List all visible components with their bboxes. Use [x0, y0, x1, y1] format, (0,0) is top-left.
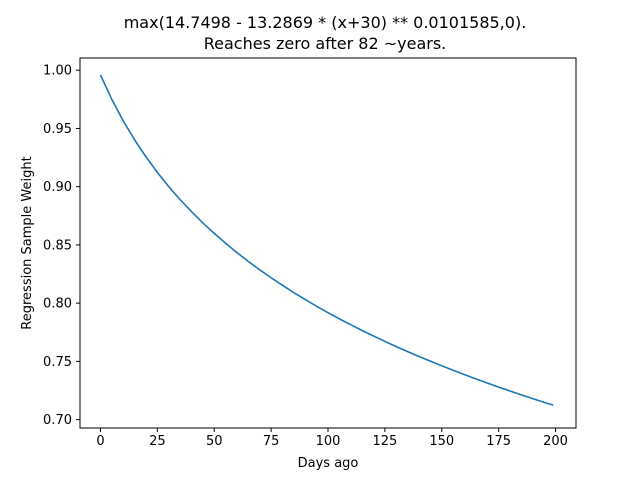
series-line — [99, 74, 554, 406]
series-layer — [99, 74, 554, 406]
x-tick-label: 150 — [429, 434, 454, 449]
y-tick-label: 0.80 — [43, 297, 72, 312]
x-tick-label: 200 — [543, 434, 568, 449]
y-tick-label: 0.70 — [43, 413, 72, 428]
y-tick-label: 0.90 — [43, 180, 72, 195]
x-tick-label: 0 — [96, 434, 104, 449]
y-tick-label: 0.95 — [43, 122, 72, 137]
y-tick-label: 1.00 — [43, 64, 72, 79]
x-tick-label: 75 — [263, 434, 280, 449]
x-tick-label: 50 — [206, 434, 223, 449]
x-tick-label: 125 — [372, 434, 397, 449]
chart-subtitle: Reaches zero after 82 ~years. — [204, 34, 447, 53]
x-axis-label: Days ago — [298, 456, 359, 471]
y-axis-label: Regression Sample Weight — [20, 156, 35, 329]
y-tick-label: 0.85 — [43, 238, 72, 253]
x-tick-label: 100 — [316, 434, 341, 449]
x-tick-label: 25 — [149, 434, 166, 449]
y-tick-label: 0.75 — [43, 355, 72, 370]
x-axis-ticks: 0 25 50 75 100 125 150 175 200 — [96, 428, 568, 449]
chart-title: max(14.7498 - 13.2869 * (x+30) ** 0.0101… — [124, 13, 527, 32]
y-axis-ticks: 0.70 0.75 0.80 0.85 0.90 0.95 1.00 — [43, 64, 80, 428]
plot-frame — [79, 57, 577, 429]
x-tick-label: 175 — [486, 434, 511, 449]
